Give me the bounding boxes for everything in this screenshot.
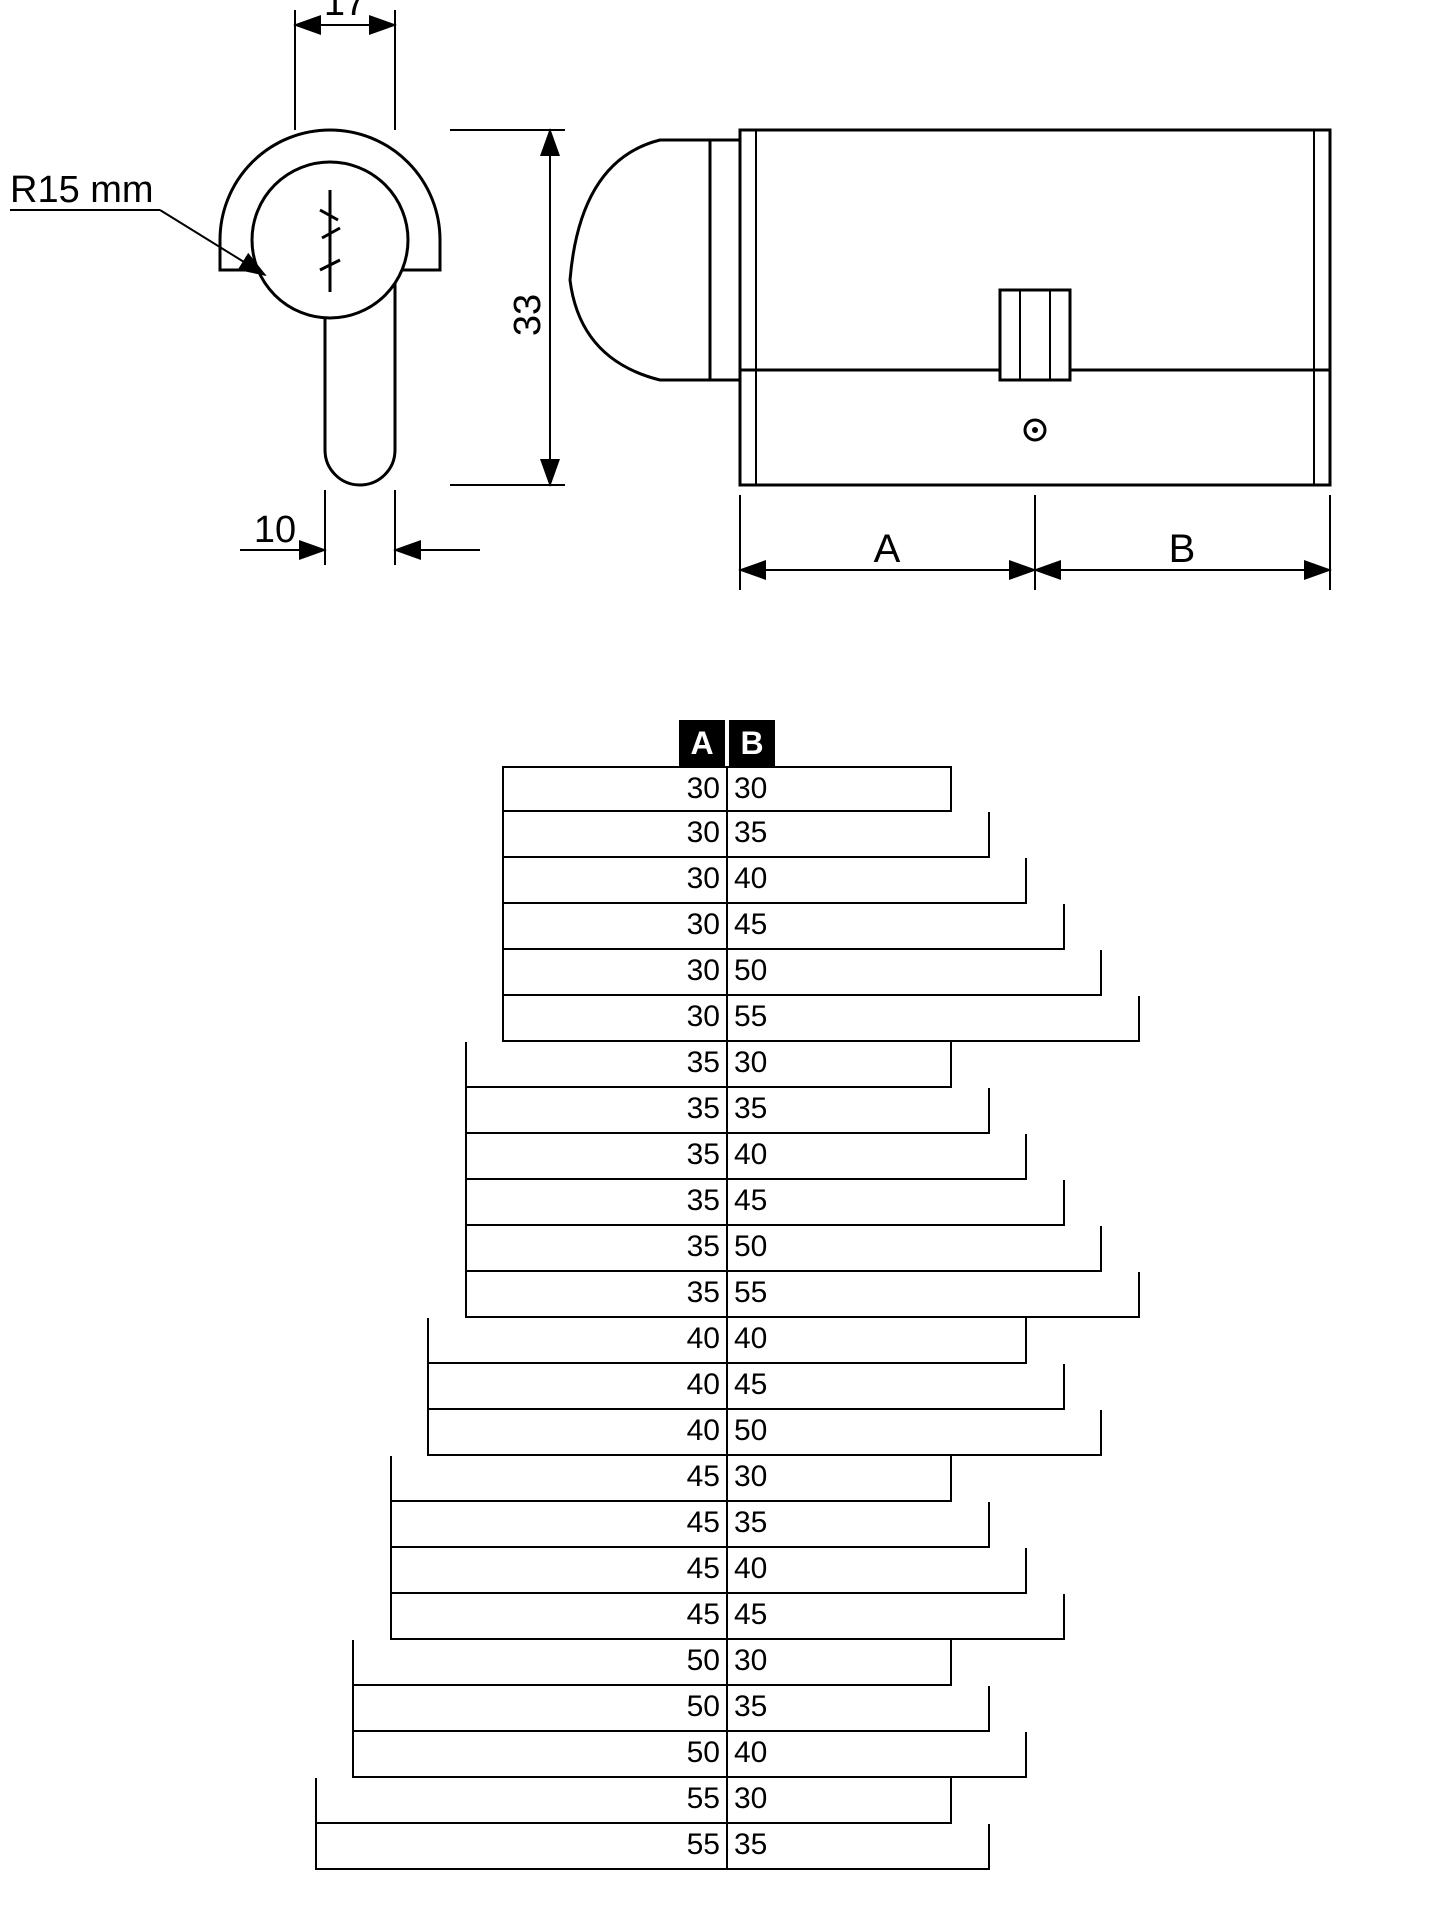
table-row: 3035 [483, 812, 971, 858]
table-row: 4535 [427, 1502, 1027, 1548]
cell-a: 35 [465, 1226, 728, 1272]
cell-b: 40 [727, 1548, 1027, 1594]
cell-b: 45 [727, 904, 1065, 950]
table-row: 5530 [408, 1778, 1046, 1824]
cell-b: 40 [727, 1732, 1027, 1778]
dim-letter-b: B [1169, 527, 1196, 571]
cell-b: 40 [727, 1318, 1027, 1364]
dim-33: 33 [507, 294, 549, 336]
table-row: 4545 [390, 1594, 1065, 1640]
technical-drawings: 17 33 10 R15 mm [0, 0, 1454, 680]
cell-a: 30 [502, 858, 727, 904]
size-table: A B 303030353040304530503055353035353540… [0, 720, 1454, 1870]
header-a: A [679, 720, 725, 766]
table-row: 5030 [427, 1640, 1027, 1686]
table-row: 3555 [390, 1272, 1065, 1318]
cell-a: 30 [502, 766, 727, 812]
cell-a: 40 [427, 1410, 727, 1456]
cell-a: 35 [465, 1134, 728, 1180]
table-body: 3030303530403045305030553530353535403545… [0, 766, 1454, 1870]
table-row: 5035 [408, 1686, 1046, 1732]
cell-a: 30 [502, 950, 727, 996]
table-row: 3050 [427, 950, 1027, 996]
cell-a: 40 [427, 1318, 727, 1364]
cell-b: 45 [727, 1594, 1065, 1640]
cell-b: 40 [727, 1134, 1027, 1180]
cell-a: 45 [390, 1594, 728, 1640]
cell-b: 35 [727, 1686, 990, 1732]
cell-a: 55 [315, 1778, 728, 1824]
cell-a: 35 [465, 1088, 728, 1134]
table-row: 5535 [390, 1824, 1065, 1870]
table-row: 3535 [465, 1088, 990, 1134]
table-row: 4540 [408, 1548, 1046, 1594]
cell-a: 45 [390, 1502, 728, 1548]
table-row: 3530 [483, 1042, 971, 1088]
dim-letter-a: A [874, 527, 901, 571]
cell-b: 30 [727, 1778, 952, 1824]
cell-b: 30 [727, 766, 952, 812]
cell-a: 55 [315, 1824, 728, 1870]
table-row: 3045 [446, 904, 1009, 950]
dim-radius: R15 mm [10, 169, 154, 211]
cell-b: 30 [727, 1456, 952, 1502]
page: 17 33 10 R15 mm [0, 0, 1454, 1920]
cell-b: 45 [727, 1180, 1065, 1226]
cell-b: 40 [727, 858, 1027, 904]
dim-10: 10 [254, 509, 296, 551]
cell-b: 35 [727, 1824, 990, 1870]
cell-a: 30 [502, 904, 727, 950]
drawings-svg: 17 33 10 R15 mm [0, 0, 1454, 680]
table-row: 3040 [465, 858, 990, 904]
cell-a: 40 [427, 1364, 727, 1410]
table-row: 4050 [390, 1410, 1065, 1456]
cell-b: 35 [727, 812, 990, 858]
cell-b: 30 [727, 1640, 952, 1686]
cell-a: 45 [390, 1456, 728, 1502]
table-row: 4045 [408, 1364, 1046, 1410]
cell-b: 35 [727, 1088, 990, 1134]
cell-b: 30 [727, 1042, 952, 1088]
cell-b: 35 [727, 1502, 990, 1548]
table-row: 4530 [446, 1456, 1009, 1502]
cell-b: 50 [727, 1226, 1102, 1272]
dim-17: 17 [324, 0, 366, 24]
table-row: 3545 [427, 1180, 1027, 1226]
table-row: 3540 [446, 1134, 1009, 1180]
header-b: B [729, 720, 775, 766]
table-header: A B [0, 720, 1454, 766]
cell-a: 50 [352, 1640, 727, 1686]
end-view: 17 33 10 R15 mm [10, 0, 565, 565]
cell-a: 35 [465, 1042, 728, 1088]
cell-a: 30 [502, 812, 727, 858]
cell-a: 45 [390, 1548, 728, 1594]
side-view: A B [570, 130, 1330, 590]
cell-b: 55 [727, 996, 1140, 1042]
table-row: 3030 [502, 766, 952, 812]
table-row: 3550 [408, 1226, 1046, 1272]
cell-a: 50 [352, 1732, 727, 1778]
table-row: 4040 [427, 1318, 1027, 1364]
table-row: 3055 [408, 996, 1046, 1042]
cell-b: 50 [727, 950, 1102, 996]
cell-a: 50 [352, 1686, 727, 1732]
cell-a: 30 [502, 996, 727, 1042]
cell-a: 35 [465, 1272, 728, 1318]
cell-b: 45 [727, 1364, 1065, 1410]
table-row: 5040 [390, 1732, 1065, 1778]
cell-b: 50 [727, 1410, 1102, 1456]
cell-a: 35 [465, 1180, 728, 1226]
cell-b: 55 [727, 1272, 1140, 1318]
